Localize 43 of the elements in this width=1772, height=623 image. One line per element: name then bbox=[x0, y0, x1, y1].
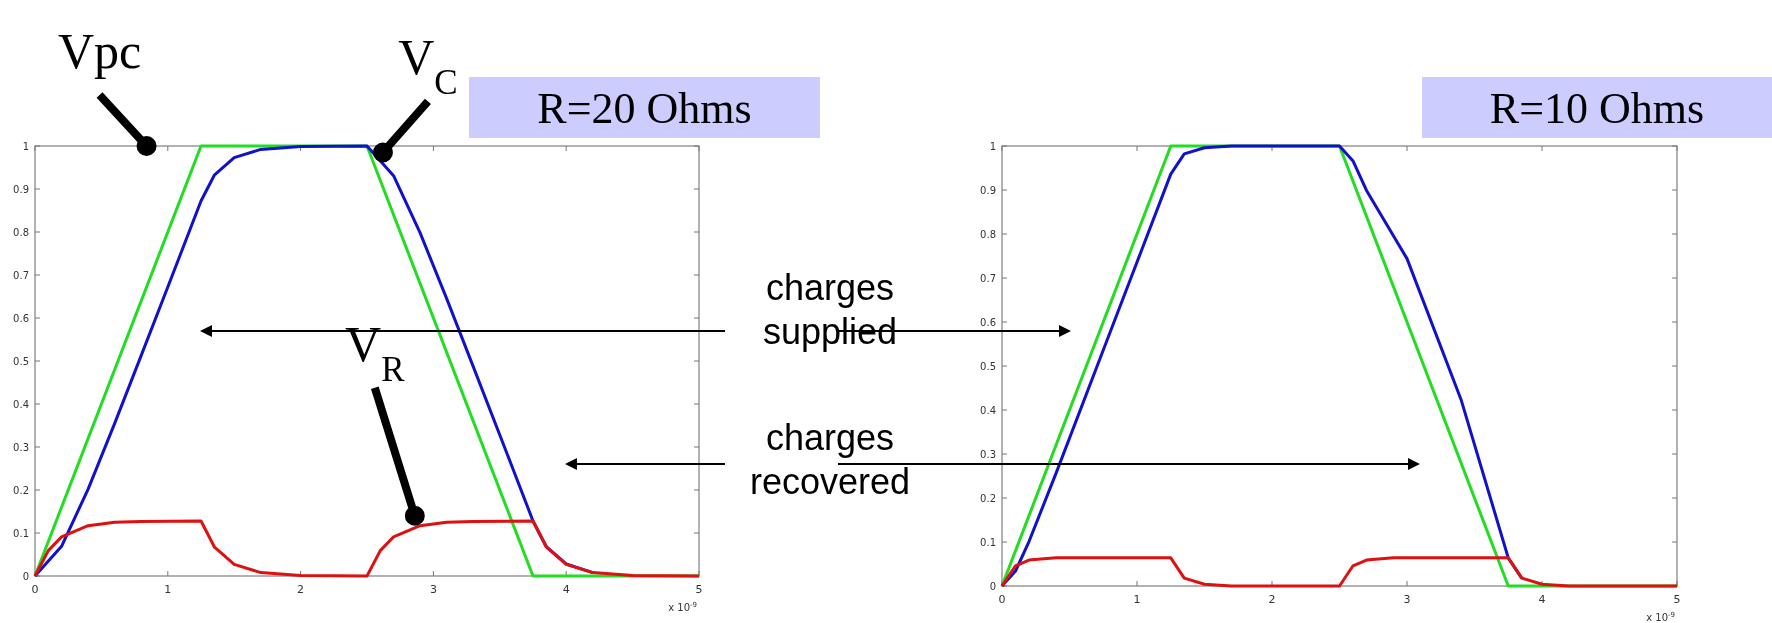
y-tick-label: 0.6 bbox=[980, 317, 996, 328]
x-tick-label: 5 bbox=[695, 583, 703, 596]
y-tick-label: 0.3 bbox=[980, 449, 996, 460]
x-tick-label: 3 bbox=[1403, 593, 1411, 606]
y-tick-label: 0.4 bbox=[980, 405, 996, 416]
x-tick-label: 1 bbox=[164, 583, 172, 596]
text: charges recovered bbox=[749, 417, 911, 502]
y-tick-label: 0.8 bbox=[13, 227, 29, 238]
x-tick-label: 3 bbox=[429, 583, 437, 596]
x-axis-title: x 10$^{-9}$ bbox=[1646, 611, 1675, 623]
x-axis-title: x 10$^{-9}$ bbox=[668, 601, 697, 613]
y-tick-label: 0.6 bbox=[13, 313, 29, 324]
y-tick-label: 0 bbox=[22, 571, 29, 582]
y-tick-label: 0.2 bbox=[980, 493, 996, 504]
line-series bbox=[33, 519, 701, 578]
line-series bbox=[1000, 556, 1679, 588]
y-tick-label: 0.8 bbox=[980, 229, 996, 240]
series-label: V$_{C}$ bbox=[398, 29, 458, 102]
y-tick-label: 0.5 bbox=[13, 356, 29, 367]
x-tick-label: 1 bbox=[1133, 593, 1141, 606]
y-tick-label: 0.7 bbox=[980, 273, 996, 284]
x-tick-label: 5 bbox=[1673, 593, 1681, 606]
y-tick-label: 1 bbox=[989, 141, 996, 152]
x-tick-label: 4 bbox=[1538, 593, 1546, 606]
x-tick-label: 2 bbox=[1268, 593, 1276, 606]
y-tick-label: 0.5 bbox=[980, 361, 996, 372]
chart-title: R=10 Ohms bbox=[1489, 84, 1705, 133]
x-tick-label: 4 bbox=[562, 583, 570, 596]
y-tick-label: 0.4 bbox=[13, 399, 29, 410]
y-tick-label: 1 bbox=[22, 141, 29, 152]
y-tick-label: 0.3 bbox=[13, 442, 29, 453]
series-label: Vpc bbox=[57, 23, 142, 79]
x-tick-label: 2 bbox=[297, 583, 305, 596]
y-tick-label: 0.9 bbox=[13, 184, 29, 195]
text: charges supplied bbox=[762, 267, 898, 352]
y-tick-label: 0.2 bbox=[13, 485, 29, 496]
y-tick-label: 0.1 bbox=[13, 528, 29, 539]
y-tick-label: 0.7 bbox=[13, 270, 29, 281]
x-tick-label: 0 bbox=[31, 583, 39, 596]
x-tick-label: 0 bbox=[998, 593, 1006, 606]
chart-title: R=20 Ohms bbox=[537, 84, 752, 133]
y-tick-label: 0.1 bbox=[980, 537, 996, 548]
y-tick-label: 0.9 bbox=[980, 185, 996, 196]
